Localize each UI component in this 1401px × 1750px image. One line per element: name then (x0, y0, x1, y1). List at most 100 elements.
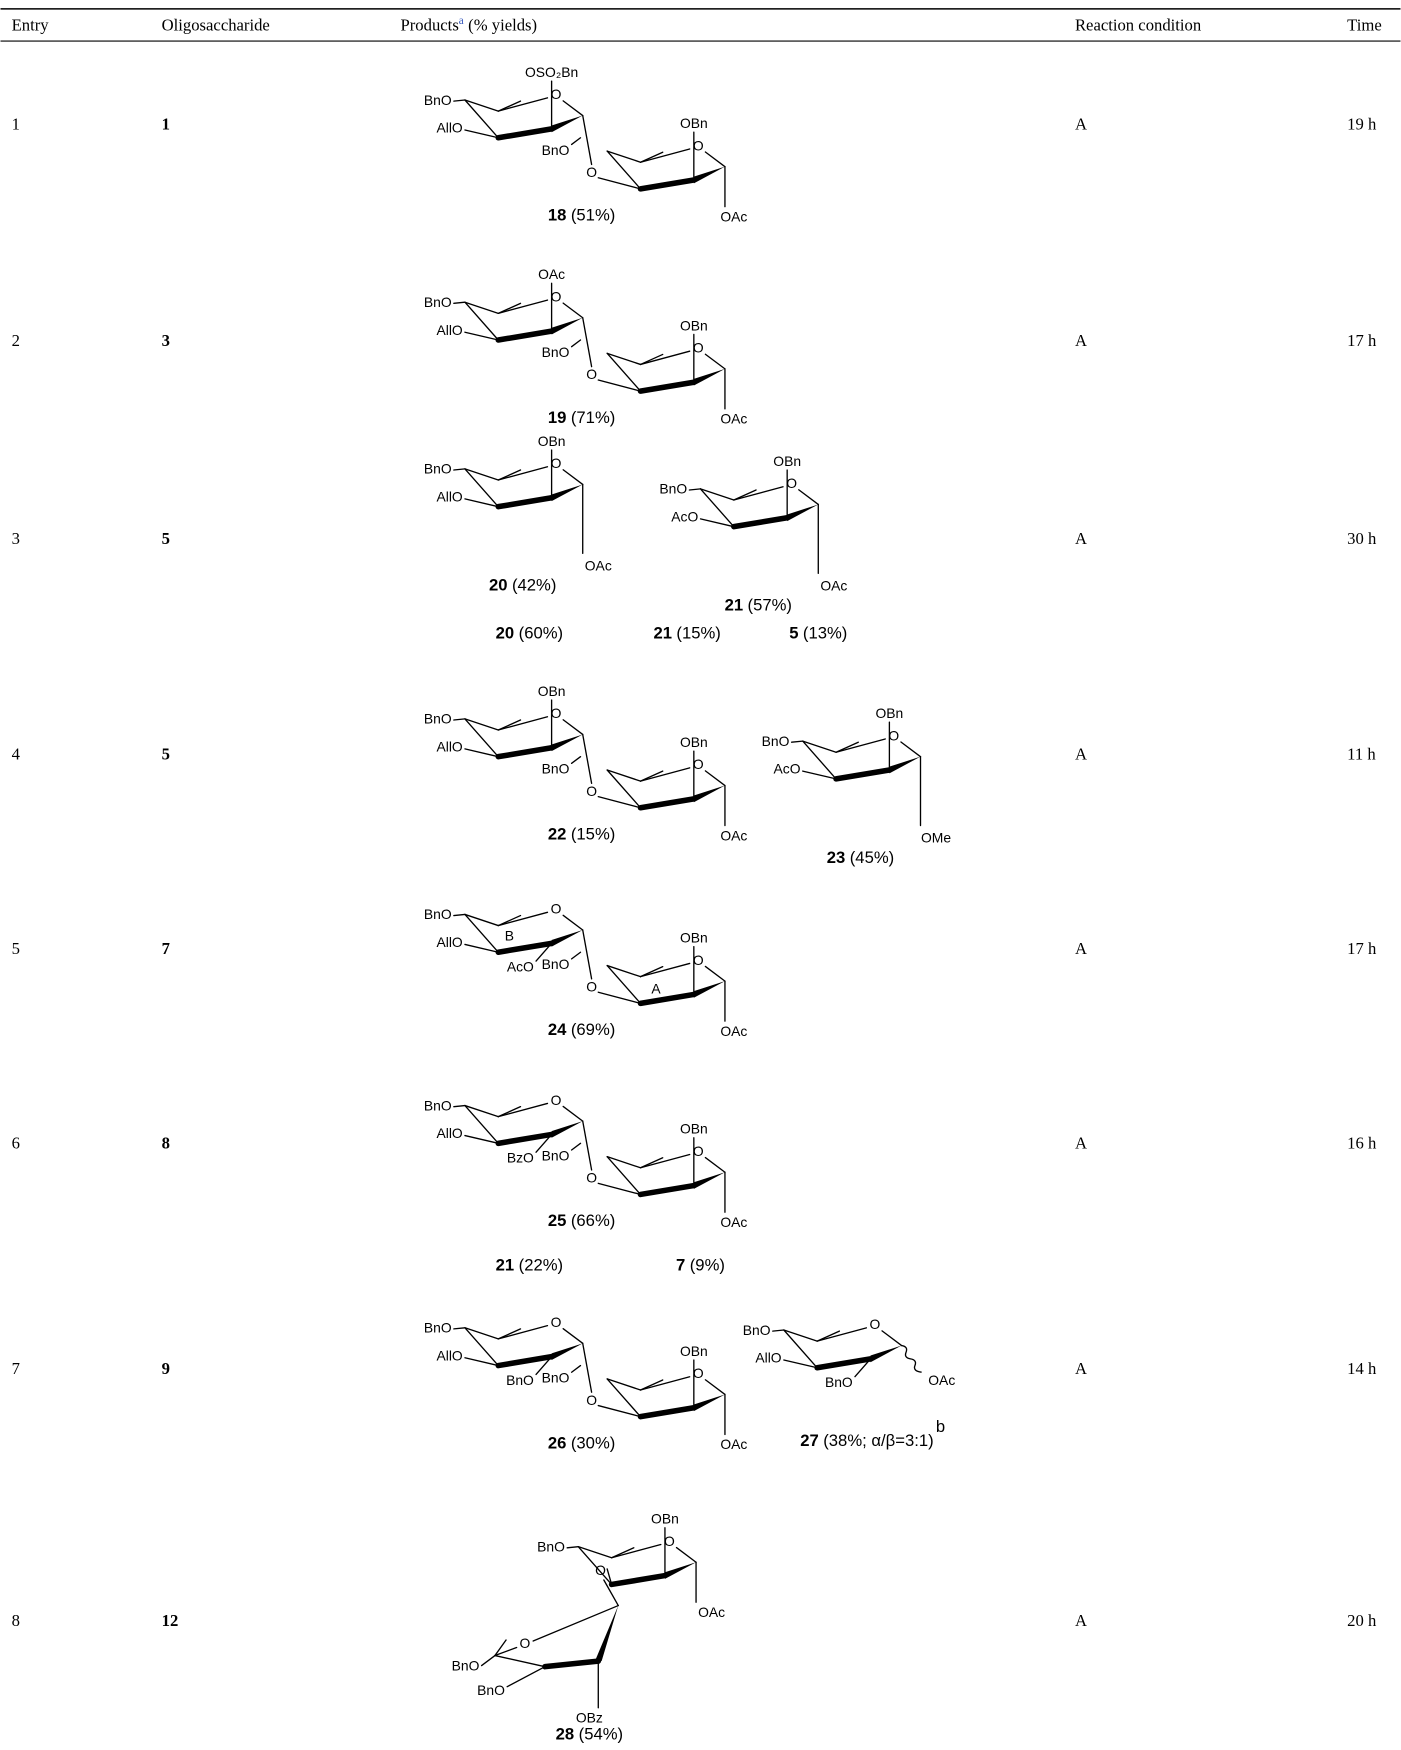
wedge-bond (552, 318, 583, 335)
bond (563, 1329, 583, 1344)
compound-yield: (30%) (571, 1434, 615, 1453)
header-oligosaccharide: Oligosaccharide (162, 15, 270, 34)
wedge-bond (694, 981, 725, 998)
structure-label: OBn (680, 930, 708, 946)
wedge-bond (552, 734, 583, 751)
bond (482, 1656, 495, 1666)
wedge-bond (694, 786, 725, 803)
compound-caption: 20(42%) (489, 576, 556, 595)
time: 19 h (1347, 114, 1377, 133)
compound-yield: (13%) (803, 624, 847, 643)
oligosaccharide: 1 (162, 114, 170, 133)
bond (572, 138, 581, 145)
compound-yield: (9%) (690, 1256, 725, 1275)
structure-label: BnO (424, 461, 452, 477)
structure-label: BnO (452, 1657, 480, 1673)
oligosaccharide: 8 (162, 1133, 170, 1152)
bond (498, 1103, 547, 1116)
reaction-condition: A (1075, 529, 1087, 548)
oligosaccharide: 5 (162, 744, 170, 763)
structure-label: BnO (542, 956, 570, 972)
wedge-bond (665, 1562, 696, 1579)
bond (498, 1326, 547, 1339)
bond (734, 518, 787, 527)
structure-label: BnO (424, 92, 452, 108)
structure-label: BnO (424, 711, 452, 727)
structure-label: OBn (680, 115, 708, 131)
compound-number: 28 (556, 1725, 575, 1744)
compound-number: 19 (548, 408, 567, 427)
header-entry: Entry (12, 15, 50, 34)
structure-label: OSO₂Bn (525, 64, 578, 80)
ring-letter: A (651, 981, 661, 997)
compound-number: 27 (800, 1432, 819, 1451)
bond (495, 1656, 545, 1667)
bond (498, 912, 547, 925)
compound-number: 24 (548, 1021, 567, 1040)
structure-label: BnO (506, 1372, 534, 1388)
header-time: Time (1347, 15, 1382, 34)
bond (563, 470, 583, 485)
structure-label: BnO (542, 1147, 570, 1163)
bond (612, 1545, 661, 1558)
compound-yield: (71%) (571, 408, 615, 427)
compound-caption: 18(51%) (548, 206, 615, 225)
compound-caption: 21(57%) (725, 596, 792, 615)
bond (705, 1158, 725, 1173)
compound-caption: 19(71%) (548, 408, 615, 427)
structure-label: O (693, 137, 704, 153)
entry: 6 (12, 1133, 20, 1152)
bond (705, 1380, 725, 1395)
bond (836, 739, 885, 752)
bond (705, 771, 725, 786)
structure-label: O (693, 756, 704, 772)
structure-label: O (586, 1392, 597, 1408)
structure-label: AcO (671, 508, 698, 524)
structure-label: BnO (542, 344, 570, 360)
entry: 5 (12, 939, 20, 958)
structure-label: OAc (820, 577, 847, 593)
structure-label: O (551, 455, 562, 471)
bond (454, 914, 465, 915)
time: 20 h (1347, 1611, 1377, 1630)
bond (572, 1366, 581, 1373)
time: 14 h (1347, 1359, 1377, 1378)
bond (677, 1548, 697, 1563)
wedge-bond (694, 1394, 725, 1411)
bond (598, 380, 640, 391)
header-condition: Reaction condition (1075, 15, 1202, 34)
structure-label: OAc (720, 1214, 747, 1230)
wedge-bond (871, 1346, 902, 1363)
bond (773, 1330, 784, 1331)
entry: 1 (12, 114, 20, 133)
bond (817, 1328, 866, 1341)
structure-label: O (551, 1314, 562, 1330)
bond (641, 963, 690, 976)
structure-label: AcO (507, 958, 534, 974)
compound-yield: (66%) (571, 1212, 615, 1231)
compound-yield: (15%) (676, 624, 720, 643)
structure-label: BnO (762, 733, 790, 749)
header-products-note: a (459, 15, 464, 27)
bond (792, 741, 803, 742)
structure-label: O (520, 1635, 531, 1651)
header-products-unit: (% yields) (468, 15, 537, 34)
side-product-caption: 20(60%) (496, 624, 563, 643)
structure-label: BzO (507, 1150, 534, 1166)
compound-yield: (42%) (512, 576, 556, 595)
structure-label: AllO (437, 1347, 463, 1363)
time: 17 h (1347, 331, 1377, 350)
structure-label: O (586, 978, 597, 994)
structure-label: OBn (538, 433, 566, 449)
bond (563, 303, 583, 318)
bond (498, 943, 551, 952)
reaction-condition: A (1075, 1359, 1087, 1378)
bond (901, 742, 921, 757)
wedge-bond (694, 167, 725, 184)
structure-label: O (586, 164, 597, 180)
structure-label: BnO (659, 481, 687, 497)
structure-label: BnO (542, 761, 570, 777)
bond (583, 930, 592, 979)
structure-label: OAc (720, 1023, 747, 1039)
compound-yield: (45%) (850, 848, 894, 867)
